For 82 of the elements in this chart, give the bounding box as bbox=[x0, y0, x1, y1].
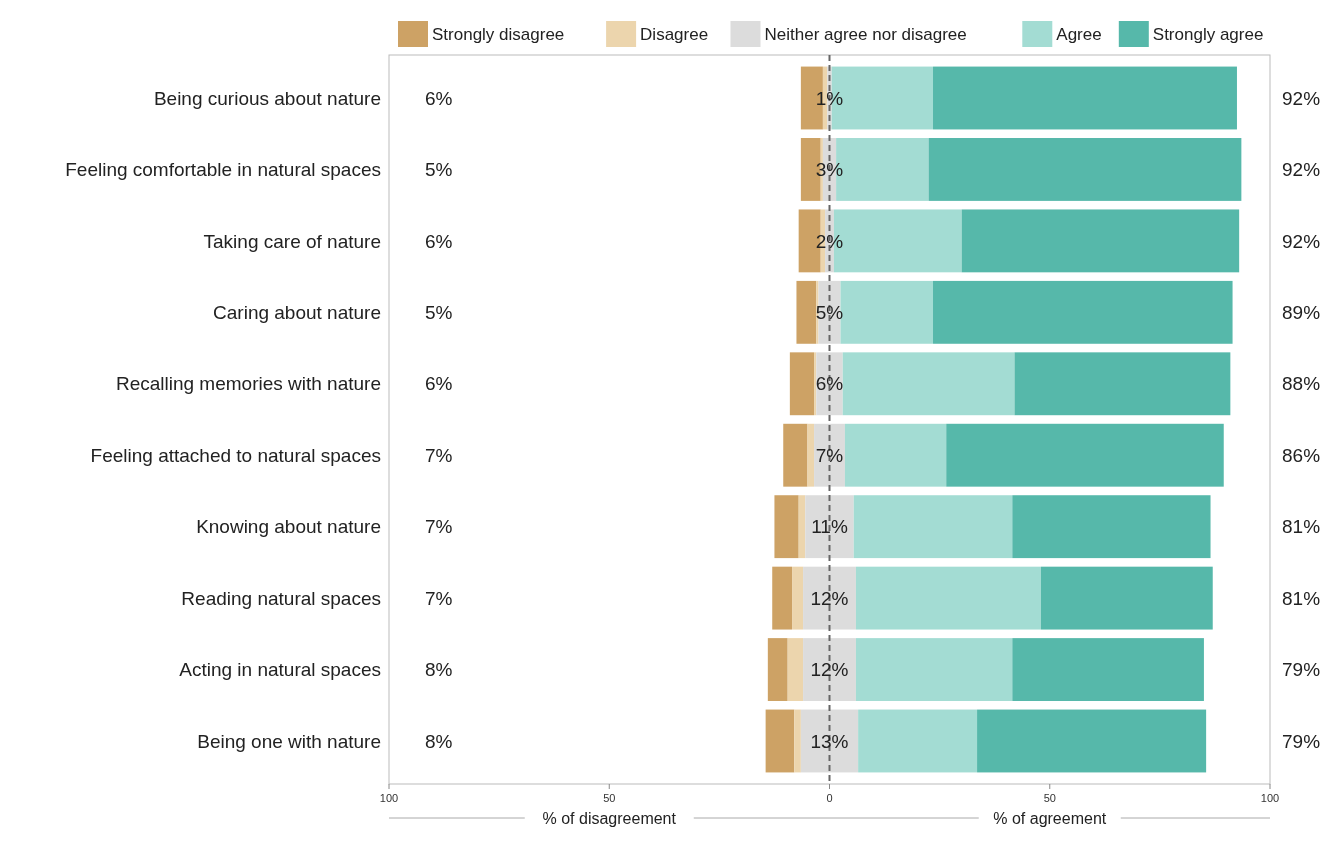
bar bbox=[1014, 352, 1231, 416]
y-tick-label: Acting in natural spaces bbox=[179, 659, 381, 681]
bar bbox=[814, 352, 817, 416]
text: 86% bbox=[1282, 444, 1321, 466]
text: 79% bbox=[1282, 659, 1321, 681]
text: 92% bbox=[1282, 159, 1321, 181]
bar bbox=[933, 66, 1237, 130]
bar bbox=[1012, 495, 1211, 559]
y-tick-label: Recalling memories with nature bbox=[115, 373, 381, 395]
bar bbox=[1040, 566, 1213, 630]
y-tick-label: Taking care of nature bbox=[203, 230, 381, 252]
bar bbox=[855, 638, 1013, 701]
legend-label: Strongly disagree bbox=[432, 24, 565, 44]
bar bbox=[807, 423, 815, 487]
annotation: 5% bbox=[425, 159, 453, 181]
text: 89% bbox=[1282, 301, 1321, 323]
bar bbox=[798, 495, 806, 559]
x-tick-label: 50 bbox=[1043, 791, 1056, 804]
data-label: 7% bbox=[815, 444, 844, 466]
annotation: 7% bbox=[425, 444, 453, 466]
bar bbox=[803, 566, 856, 630]
y-tick-label: Reading natural spaces bbox=[181, 587, 381, 609]
annotation: 7% bbox=[425, 516, 453, 538]
x-tick-label: 100 bbox=[379, 791, 399, 804]
data-label: 12% bbox=[810, 587, 849, 609]
y-tick-label: Being curious about nature bbox=[153, 87, 381, 109]
annotation: 7% bbox=[425, 587, 453, 609]
text: 81% bbox=[1282, 587, 1321, 609]
bar bbox=[787, 638, 804, 701]
bar bbox=[783, 423, 808, 487]
y-tick-label: Being one with nature bbox=[197, 730, 381, 752]
text: 81% bbox=[1282, 516, 1321, 538]
text: % of agreement bbox=[993, 809, 1107, 827]
data-label: 12% bbox=[810, 659, 849, 681]
bar bbox=[858, 709, 978, 773]
bar bbox=[796, 280, 817, 344]
bar bbox=[794, 709, 801, 773]
bar bbox=[772, 566, 793, 630]
y-tick-label: Feeling comfortable in natural spaces bbox=[65, 159, 381, 181]
annotation: 5% bbox=[425, 301, 453, 323]
y-tick-label: Feeling attached to natural spaces bbox=[90, 444, 381, 466]
annotation: 6% bbox=[425, 373, 453, 395]
bar bbox=[946, 423, 1224, 487]
annotation: 6% bbox=[425, 230, 453, 252]
text: 92% bbox=[1282, 87, 1321, 109]
data-label: 5% bbox=[815, 301, 844, 323]
annotation: 8% bbox=[425, 730, 453, 752]
y-tick-label: Caring about nature bbox=[213, 301, 381, 323]
legend-label: Neither agree nor disagree bbox=[764, 24, 967, 44]
bar bbox=[842, 352, 1015, 416]
text: % of disagreement bbox=[542, 809, 677, 827]
bar bbox=[805, 495, 854, 559]
legend-label: Agree bbox=[1056, 24, 1102, 44]
annotation: 6% bbox=[425, 87, 453, 109]
x-tick-label: 50 bbox=[603, 791, 616, 804]
y-tick-label: Knowing about nature bbox=[196, 516, 381, 538]
text: 88% bbox=[1282, 373, 1321, 395]
bar bbox=[792, 566, 804, 630]
bar bbox=[1012, 638, 1204, 701]
bar bbox=[789, 352, 815, 416]
bar bbox=[933, 280, 1233, 344]
text: 92% bbox=[1282, 230, 1321, 252]
bar bbox=[774, 495, 799, 559]
text: 79% bbox=[1282, 730, 1321, 752]
x-tick-label: 0 bbox=[826, 791, 833, 804]
bar bbox=[977, 709, 1207, 773]
bar bbox=[800, 709, 859, 773]
bar bbox=[928, 138, 1242, 201]
legend-label: Strongly agree bbox=[1152, 24, 1264, 44]
annotation: 8% bbox=[425, 659, 453, 681]
bar bbox=[803, 638, 856, 701]
data-label: 6% bbox=[815, 373, 844, 395]
bar bbox=[765, 709, 795, 773]
bar bbox=[855, 566, 1041, 630]
bar bbox=[961, 209, 1240, 273]
bar bbox=[853, 495, 1013, 559]
data-label: 11% bbox=[811, 516, 848, 538]
bar bbox=[844, 423, 947, 487]
bar bbox=[767, 638, 788, 701]
legend-label: Disagree bbox=[640, 24, 709, 44]
data-label: 13% bbox=[810, 730, 849, 752]
x-tick-label: 100 bbox=[1260, 791, 1280, 804]
